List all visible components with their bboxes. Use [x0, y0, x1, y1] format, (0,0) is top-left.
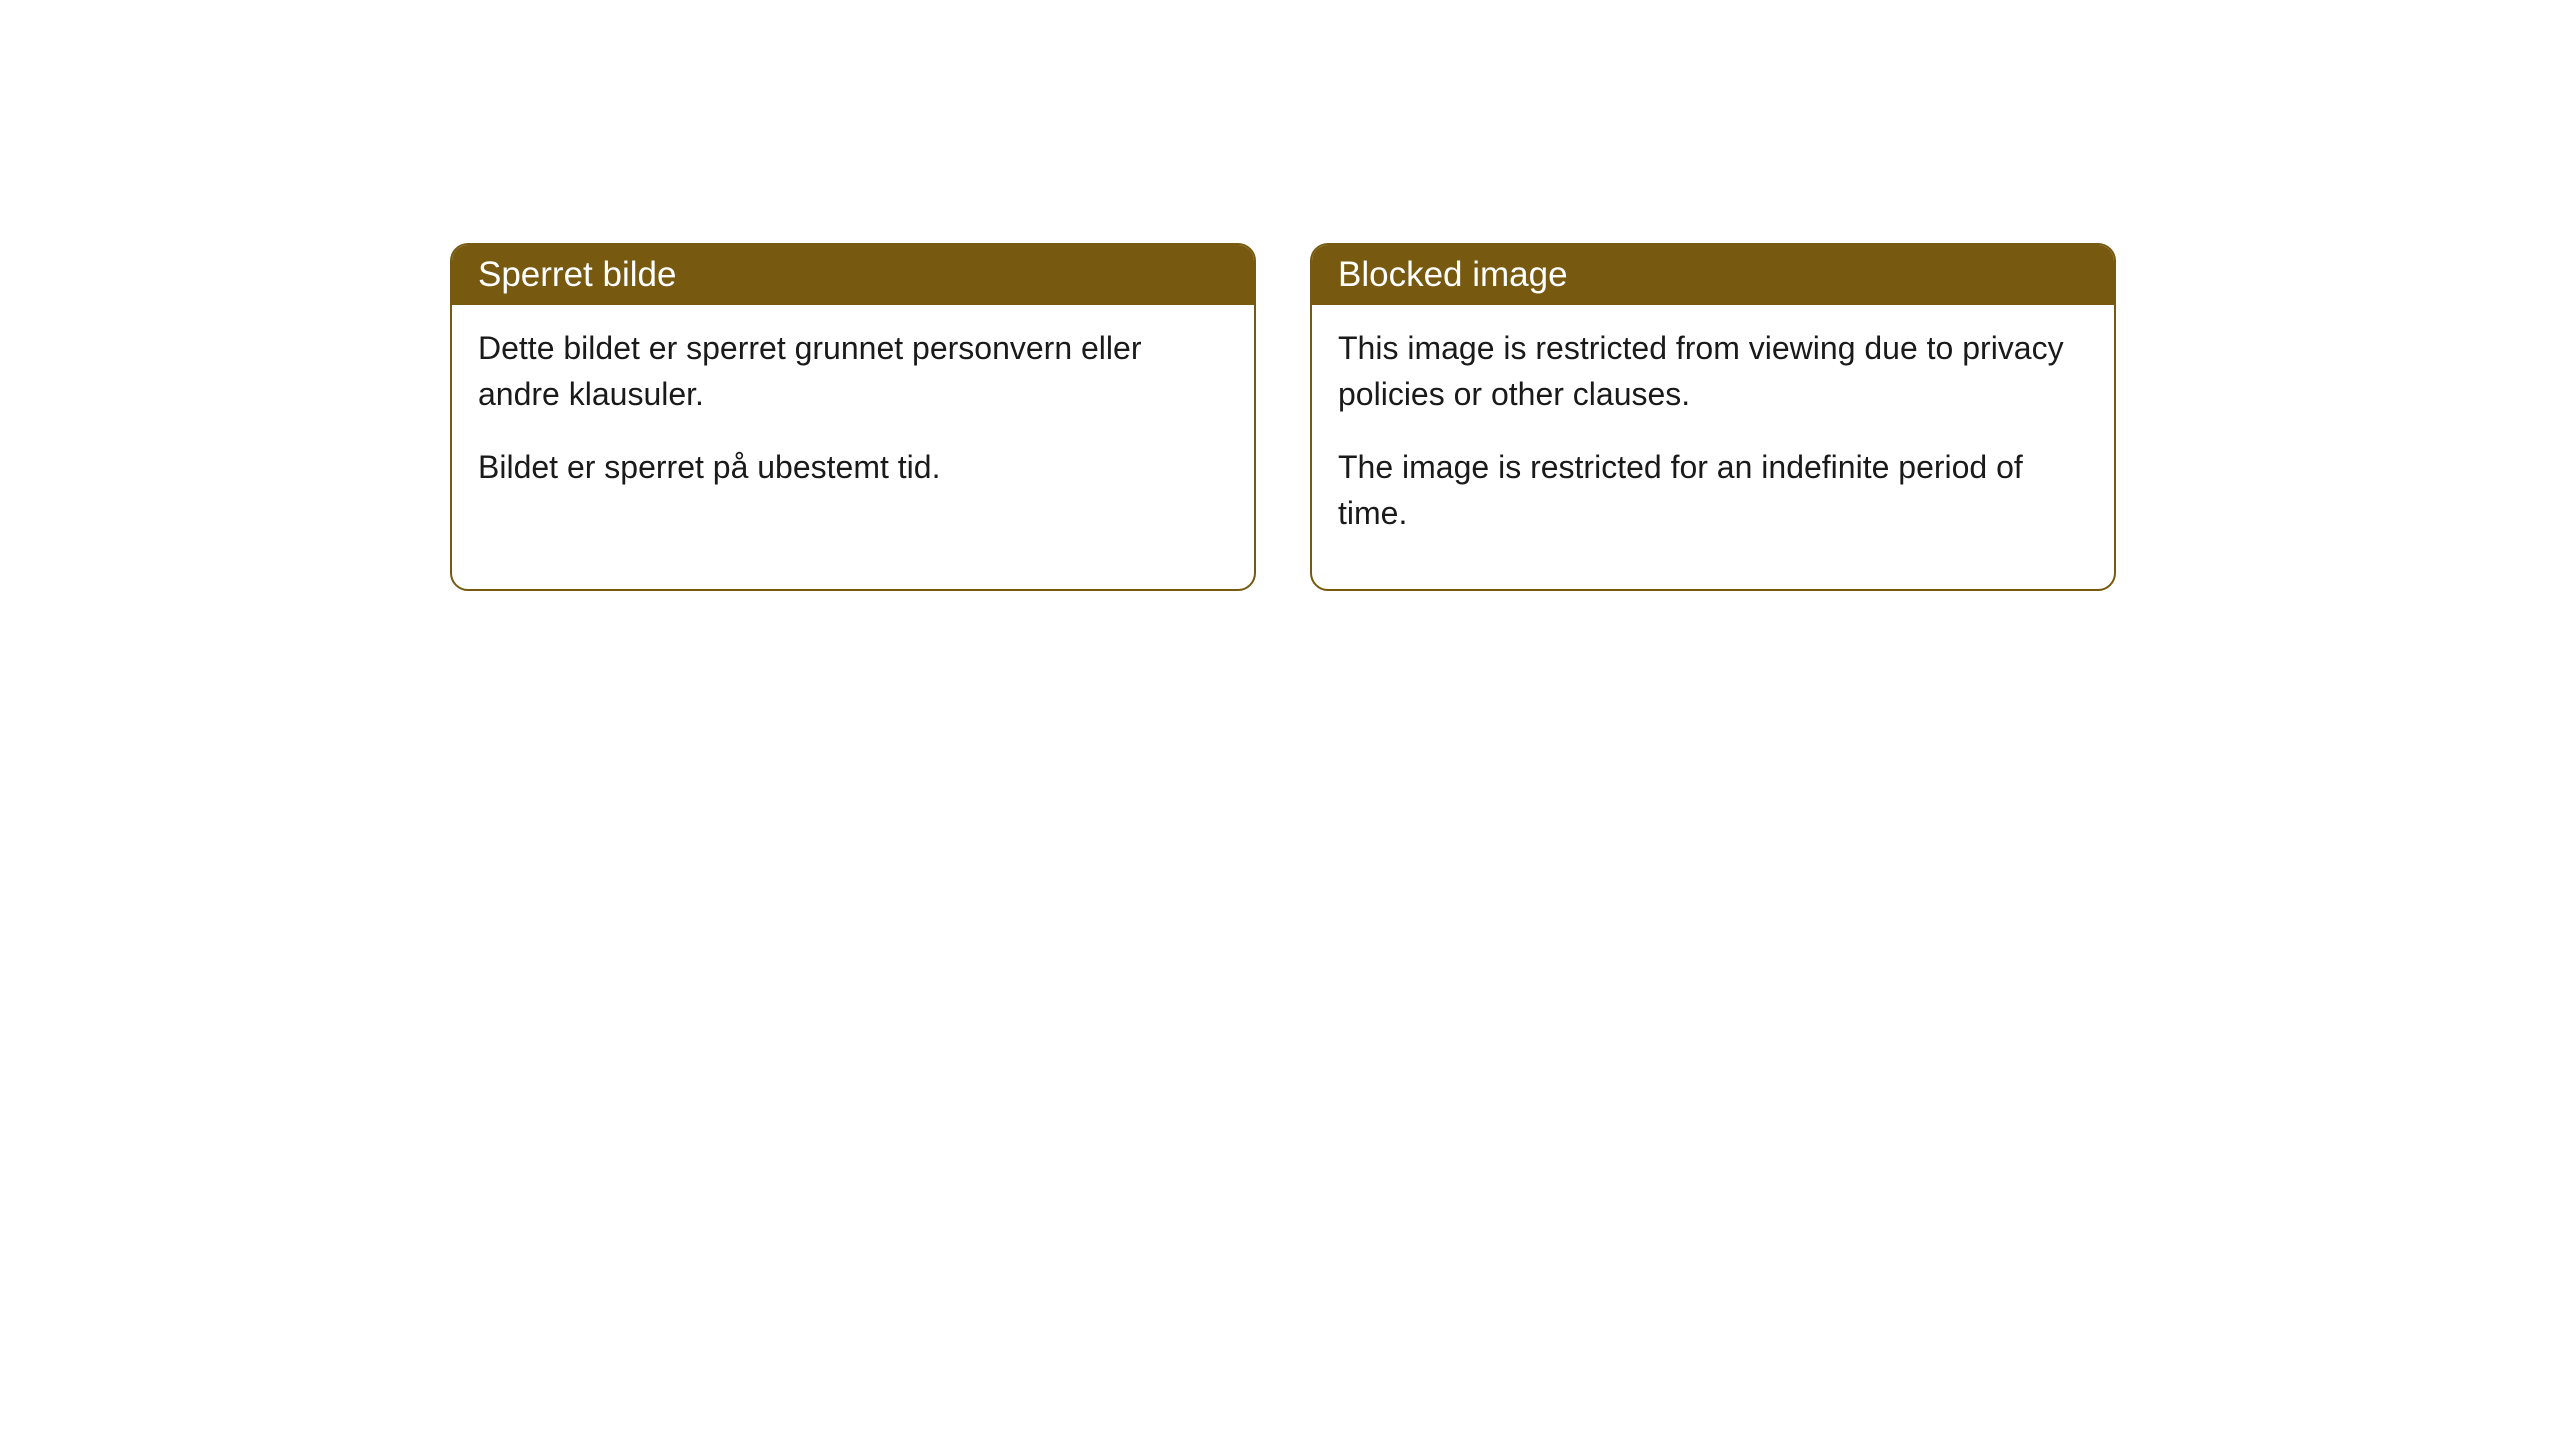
card-header-norwegian: Sperret bilde — [452, 245, 1254, 305]
notice-cards-container: Sperret bilde Dette bildet er sperret gr… — [450, 243, 2116, 591]
card-paragraph: This image is restricted from viewing du… — [1338, 325, 2088, 418]
card-body-english: This image is restricted from viewing du… — [1312, 305, 2114, 589]
card-paragraph: The image is restricted for an indefinit… — [1338, 444, 2088, 537]
card-header-english: Blocked image — [1312, 245, 2114, 305]
card-paragraph: Dette bildet er sperret grunnet personve… — [478, 325, 1228, 418]
card-title: Sperret bilde — [478, 255, 676, 294]
notice-card-norwegian: Sperret bilde Dette bildet er sperret gr… — [450, 243, 1256, 591]
card-body-norwegian: Dette bildet er sperret grunnet personve… — [452, 305, 1254, 542]
card-title: Blocked image — [1338, 255, 1568, 294]
card-paragraph: Bildet er sperret på ubestemt tid. — [478, 444, 1228, 490]
notice-card-english: Blocked image This image is restricted f… — [1310, 243, 2116, 591]
